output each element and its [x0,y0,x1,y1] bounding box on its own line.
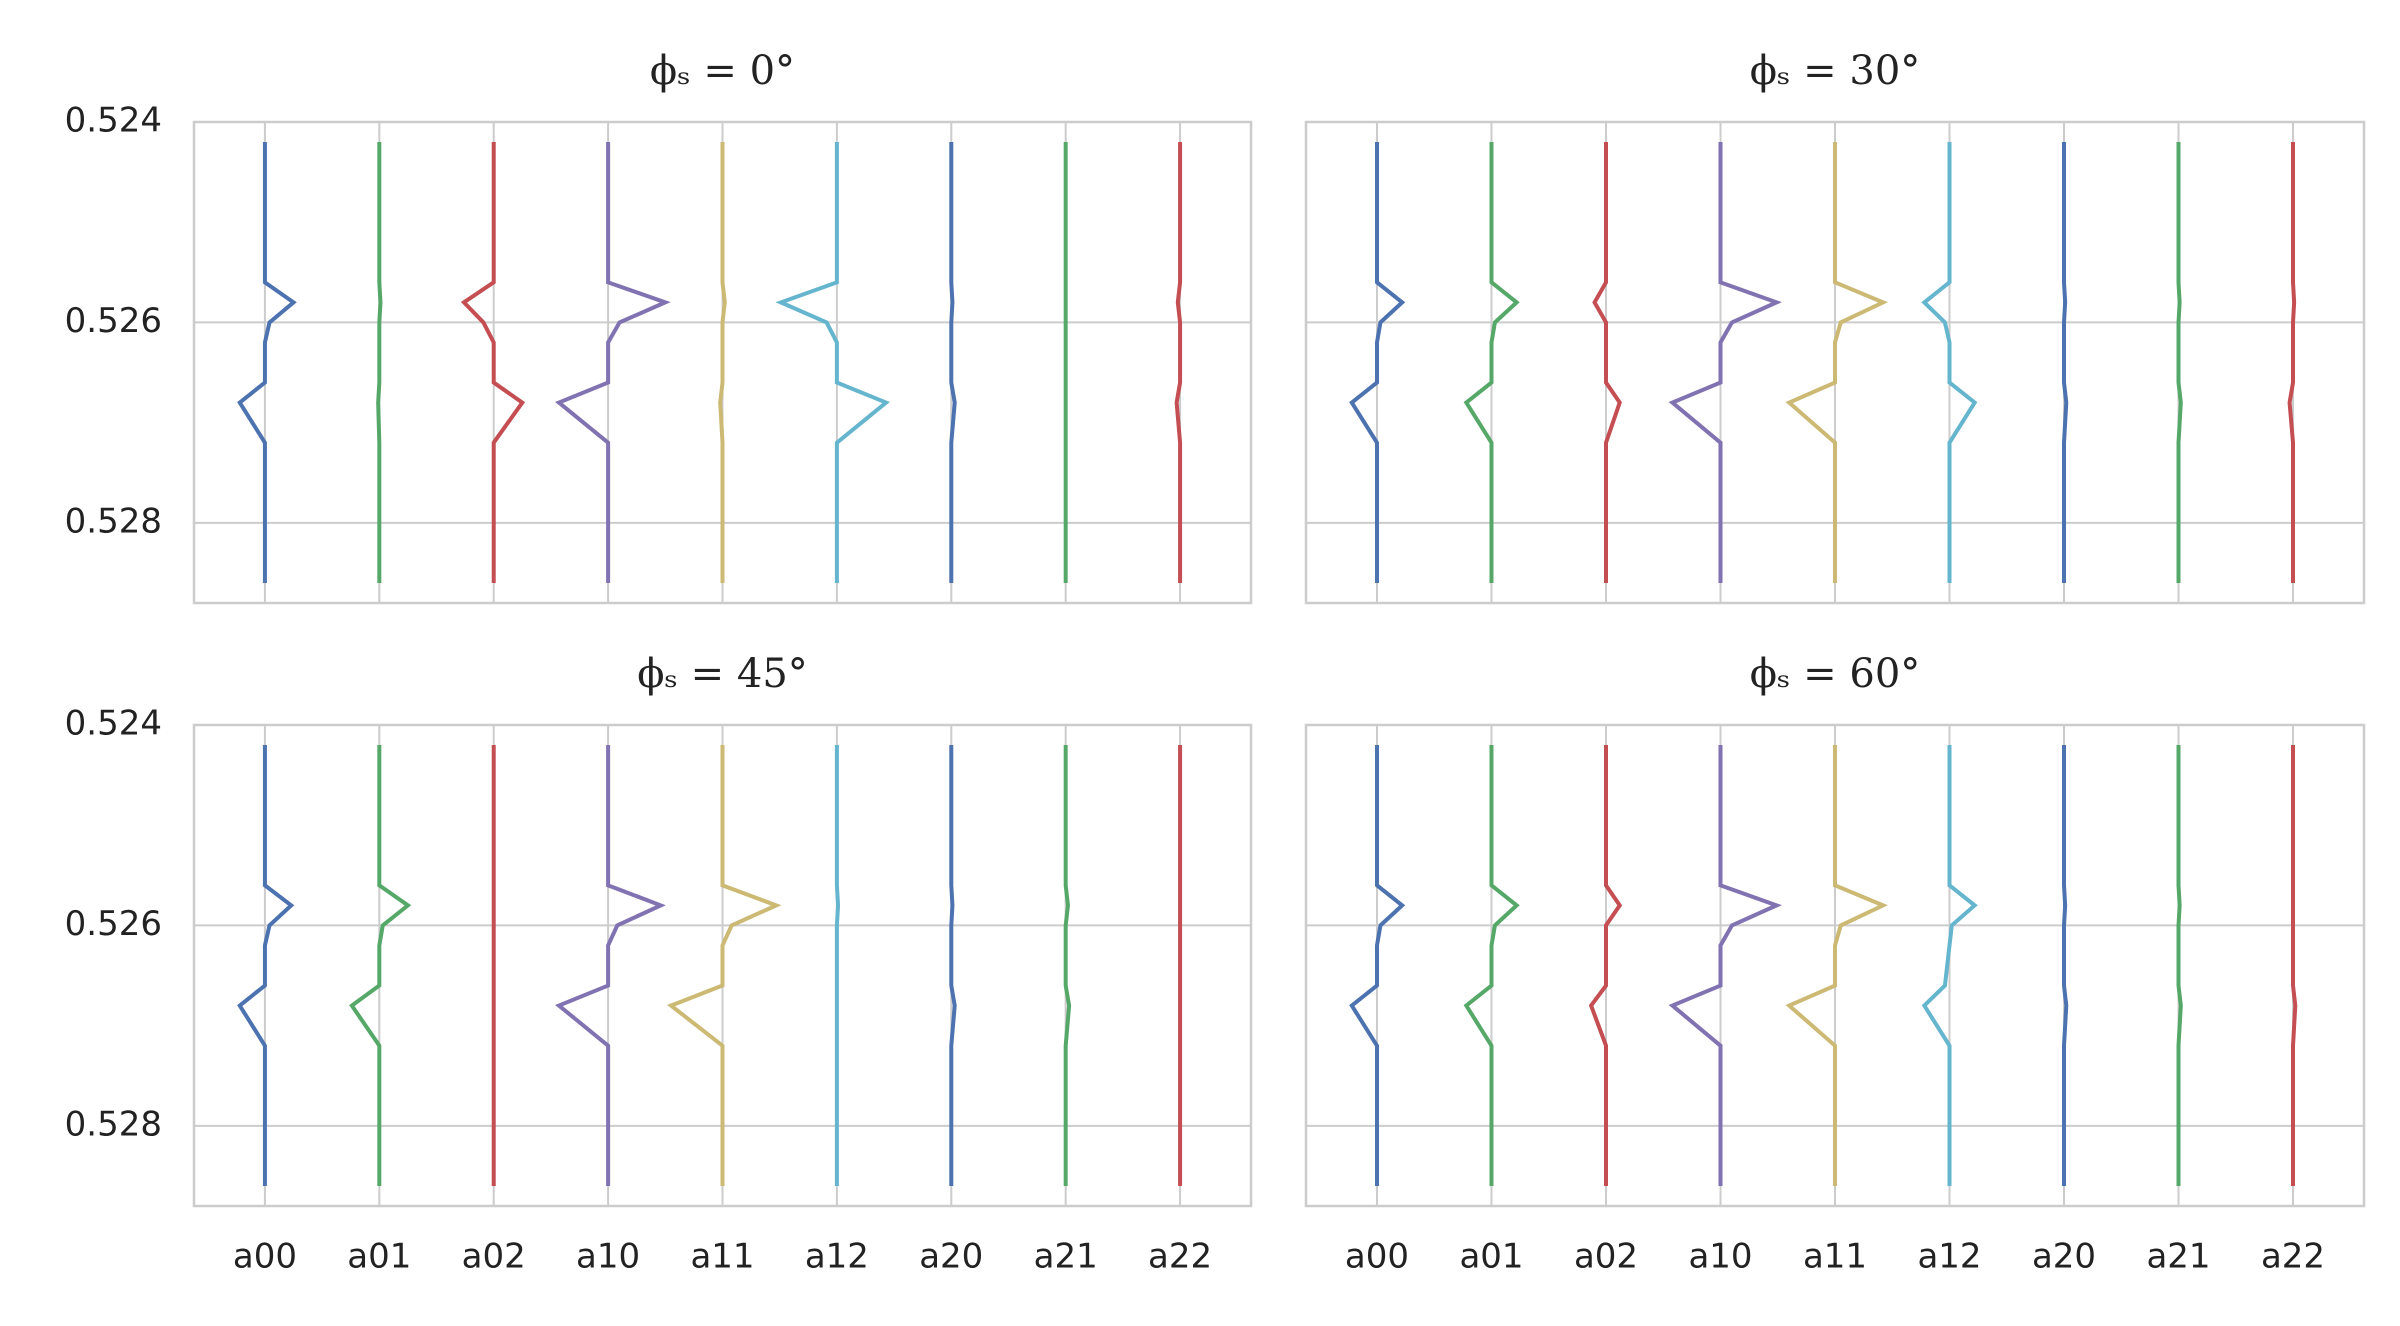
profile-line [834,745,841,1186]
profile-line [775,142,890,583]
x-tick-label: a20 [919,1237,983,1277]
profile-line [2176,745,2183,1186]
x-tick-label: a00 [1345,1237,1409,1277]
profile-line [2287,142,2297,583]
x-tick-label: a22 [2261,1237,2325,1277]
profile-line [1921,745,1978,1186]
profile-line [1785,142,1889,583]
x-tick-label: a12 [1917,1237,1981,1277]
profile-line [1063,745,1072,1186]
subplot: ϕₛ = 30° [1304,48,2366,605]
profile-line [460,142,526,583]
x-tick-label: a22 [1148,1237,1212,1277]
y-tick-label: 0.528 [65,1104,162,1144]
profile-line [1785,745,1889,1186]
profile-line [2176,142,2183,583]
plot-frame [192,723,1253,1208]
profile-line [2062,745,2069,1186]
y-tick-label: 0.526 [65,904,162,944]
x-tick-label: a02 [462,1237,526,1277]
profile-line [1349,745,1406,1186]
profile-line [1668,745,1782,1186]
profile-line [376,142,383,583]
y-tick-label: 0.524 [65,704,162,744]
profile-line [949,142,957,583]
plot-frame [1304,120,2366,605]
subplot-title: ϕₛ = 30° [1750,48,1921,94]
profile-line [718,142,727,583]
subplot: ϕₛ = 0° 0.524 0.526 0.528 [65,48,1253,605]
subplot-title: ϕₛ = 60° [1750,651,1921,697]
profile-line [2291,745,2298,1186]
x-tick-label: a11 [690,1237,754,1277]
x-tick-label: a01 [347,1237,411,1277]
x-tick-label: a11 [1803,1237,1867,1277]
profile-line [667,745,782,1186]
x-tick-label: a21 [1034,1237,1098,1277]
x-tick-label: a21 [2146,1237,2210,1277]
y-tick-label: 0.526 [65,301,162,341]
profile-line [555,745,666,1186]
subplot-title: ϕₛ = 45° [637,651,808,697]
profile-line [555,142,671,583]
subplot-title: ϕₛ = 0° [650,48,795,94]
profile-line [1463,745,1520,1186]
profile-line [1592,142,1622,583]
profile-line [1588,745,1623,1186]
plot-frame [1304,723,2366,1208]
x-tick-label: a12 [805,1237,869,1277]
profile-line [2062,142,2069,583]
profile-line [349,745,412,1186]
plot-frame [192,120,1253,605]
x-tick-label: a10 [576,1237,640,1277]
profile-line [1349,142,1406,583]
y-tick-label: 0.528 [65,501,162,541]
profile-line [1463,142,1520,583]
x-tick-label: a20 [2032,1237,2096,1277]
subplot: ϕₛ = 45° 0.524 0.526 0.528 a00 a01 a02 a10 a11 a1… [65,651,1253,1277]
x-tick-label: a10 [1688,1237,1752,1277]
subplot: ϕₛ = 60° a00 a01 a02 a10 a11 a12 a20 a21 a22 [1304,651,2366,1277]
x-tick-label: a00 [233,1237,297,1277]
profile-line [237,142,297,583]
x-tick-label: a02 [1574,1237,1638,1277]
profile-line [1921,142,1978,583]
profile-line [1174,142,1183,583]
profile-line [949,745,957,1186]
x-tick-label: a01 [1459,1237,1523,1277]
profile-line [237,745,295,1186]
y-tick-label: 0.524 [65,101,162,141]
profile-line [1668,142,1782,583]
